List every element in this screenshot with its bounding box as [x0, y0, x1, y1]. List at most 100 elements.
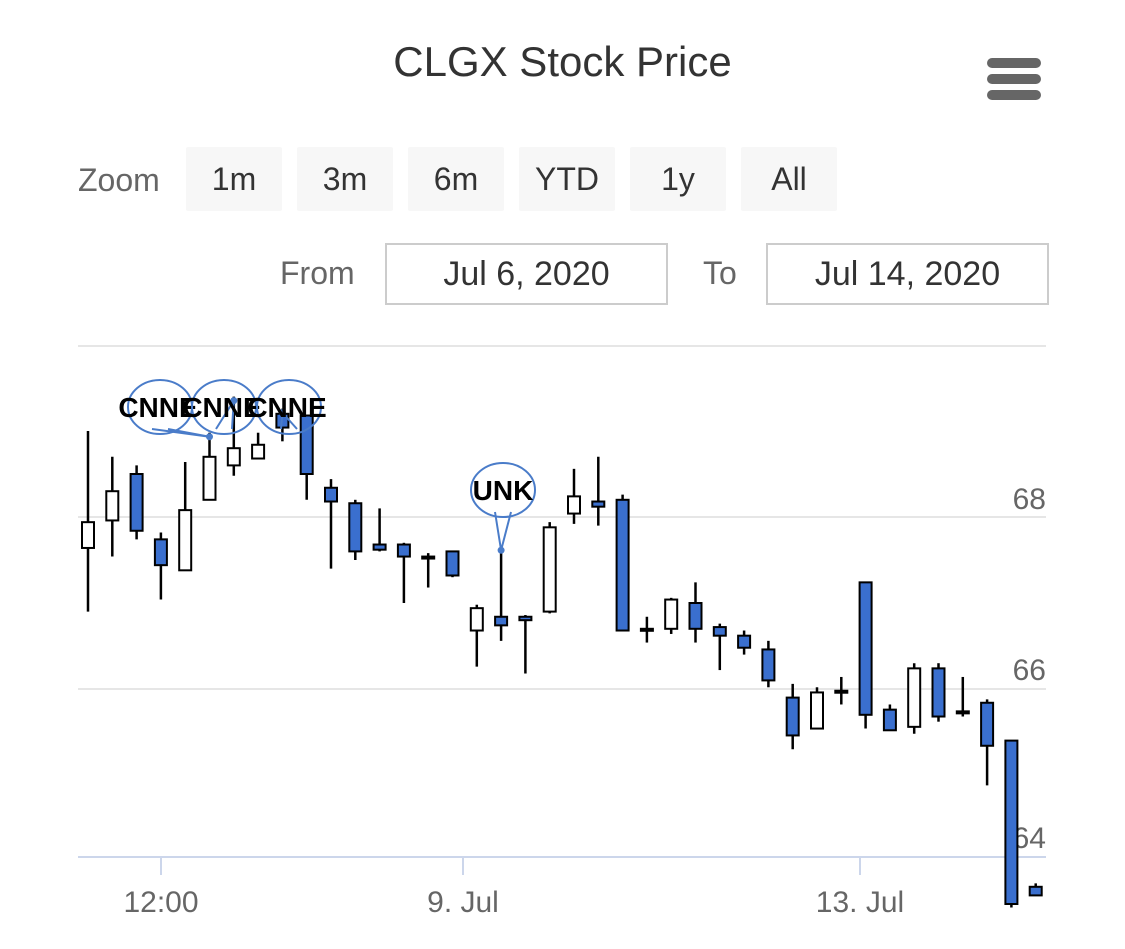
- flag-connector: [494, 511, 512, 551]
- candle-body-down: [615, 498, 630, 632]
- flag-connector: [215, 400, 235, 430]
- candle: [834, 676, 849, 705]
- candle-body-down: [639, 627, 654, 632]
- candle-body-down: [785, 696, 800, 737]
- candle: [712, 623, 727, 671]
- candle-body-up: [81, 521, 95, 549]
- candle-body-up: [178, 509, 193, 572]
- flag-marker[interactable]: CNNE: [118, 379, 213, 441]
- candle-body-up: [542, 526, 557, 613]
- flag-connector: [151, 428, 210, 438]
- candle-body-down: [858, 581, 873, 716]
- candle-body-up: [955, 710, 970, 715]
- candle: [129, 465, 144, 540]
- candle: [1028, 883, 1043, 897]
- candle: [81, 431, 95, 612]
- flag-anchor-dot: [278, 409, 286, 417]
- x-tick-label: 9. Jul: [427, 886, 499, 919]
- to-date-input[interactable]: Jul 14, 2020: [766, 243, 1049, 305]
- flag-label: CNNE: [118, 392, 197, 423]
- candle-body-down: [688, 602, 703, 630]
- candle: [639, 616, 654, 643]
- candle: [907, 663, 922, 734]
- candle: [494, 546, 509, 641]
- candle: [785, 683, 800, 750]
- flag-marker[interactable]: CNNE: [182, 379, 262, 435]
- candle-body-down: [153, 538, 168, 567]
- candle-body-up: [469, 607, 484, 632]
- candle: [810, 687, 824, 730]
- zoom-ytd-button[interactable]: YTD: [519, 147, 615, 211]
- y-tick-label: 66: [1013, 654, 1046, 687]
- candle-body-down: [129, 473, 144, 532]
- candle-body-down: [712, 626, 727, 637]
- candle: [324, 479, 338, 569]
- candle-body-down: [396, 543, 411, 558]
- candle: [591, 456, 606, 526]
- candle-body-down: [1028, 885, 1043, 897]
- zoom-1m-button[interactable]: 1m: [186, 147, 282, 211]
- flag-marker[interactable]: UNK: [470, 462, 536, 554]
- candle: [299, 414, 314, 500]
- flag-anchor-dot: [206, 433, 213, 441]
- candle: [178, 461, 193, 572]
- candle-body-down: [737, 634, 752, 649]
- candle: [567, 468, 581, 524]
- chart-title: CLGX Stock Price: [393, 38, 732, 85]
- candle: [688, 582, 703, 643]
- candle-body-down: [518, 615, 533, 622]
- candle: [761, 640, 776, 688]
- candle-body-up: [421, 555, 436, 560]
- candle-body-up: [567, 495, 581, 515]
- flag-anchor-dot: [230, 397, 238, 405]
- candle: [955, 676, 970, 717]
- candle: [980, 699, 995, 786]
- candle: [615, 494, 630, 632]
- candle: [202, 432, 217, 501]
- flag-bubble: [470, 462, 536, 518]
- candle: [931, 663, 946, 722]
- candle-body-up: [251, 443, 266, 460]
- candle-body-down: [591, 500, 606, 508]
- candle: [469, 604, 484, 667]
- flag-anchor-dot: [497, 546, 505, 554]
- x-tick-label: 13. Jul: [816, 886, 904, 919]
- menu-bar: [987, 58, 1041, 68]
- candle: [882, 704, 897, 732]
- hamburger-menu-icon[interactable]: [987, 58, 1041, 102]
- candle-body-up: [226, 447, 241, 467]
- from-date-input[interactable]: Jul 6, 2020: [385, 243, 668, 305]
- menu-bar: [987, 74, 1041, 84]
- menu-bar: [987, 90, 1041, 100]
- candles-group: [81, 396, 1043, 908]
- candle-body-down: [761, 648, 776, 682]
- candle-body-down: [494, 615, 509, 627]
- zoom-6m-button[interactable]: 6m: [408, 147, 504, 211]
- zoom-all-button[interactable]: All: [741, 147, 837, 211]
- candle-body-down: [324, 486, 338, 503]
- candle-body-up: [202, 455, 217, 501]
- candle: [153, 532, 168, 600]
- to-label: To: [703, 255, 737, 291]
- grid-lines: [78, 345, 1046, 690]
- candle-body-up: [810, 691, 824, 730]
- flag-label: CNNE: [182, 392, 261, 423]
- flag-marker[interactable]: CNNE: [247, 379, 327, 435]
- zoom-label: Zoom: [78, 162, 160, 198]
- flag-label: UNK: [473, 475, 534, 506]
- candle-body-down: [348, 502, 363, 553]
- flag-bubble: [256, 379, 322, 435]
- candle: [251, 432, 266, 460]
- candle: [372, 508, 387, 552]
- candle: [1004, 739, 1019, 908]
- candle: [542, 522, 557, 614]
- candle: [421, 553, 436, 588]
- zoom-1y-button[interactable]: 1y: [630, 147, 726, 211]
- candle: [348, 499, 363, 560]
- candle: [105, 456, 120, 557]
- zoom-3m-button[interactable]: 3m: [297, 147, 393, 211]
- candle-body-up: [907, 667, 922, 728]
- x-tick-label: 12:00: [123, 886, 198, 919]
- candle-body-down: [931, 667, 946, 718]
